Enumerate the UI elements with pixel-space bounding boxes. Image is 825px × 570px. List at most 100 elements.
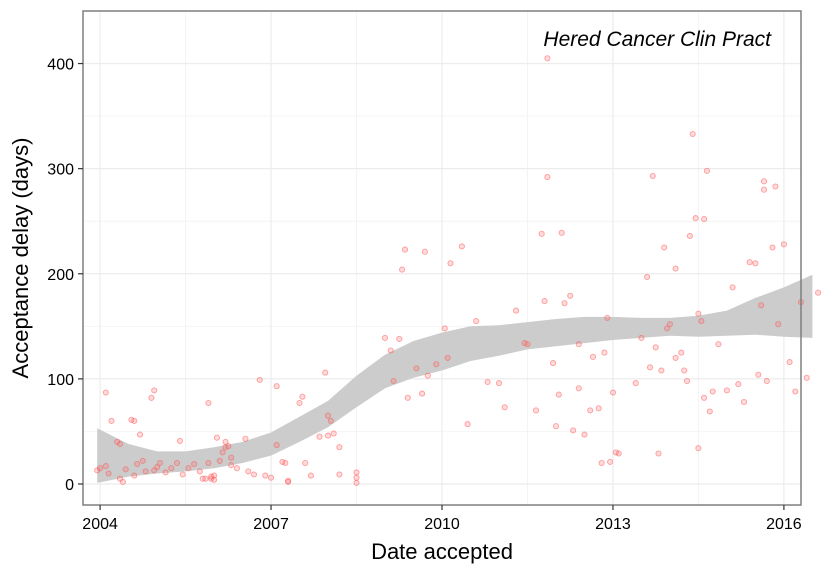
- data-point: [752, 260, 759, 267]
- data-point: [803, 374, 810, 381]
- data-point: [701, 216, 708, 223]
- data-point: [353, 479, 360, 486]
- data-point: [419, 390, 426, 397]
- data-point: [136, 431, 144, 438]
- data-point: [735, 381, 742, 388]
- data-point: [706, 408, 713, 415]
- x-tick-label: 2010: [424, 516, 460, 533]
- data-point: [205, 399, 212, 407]
- data-point: [211, 472, 218, 479]
- data-point: [678, 349, 685, 356]
- data-point: [102, 463, 109, 470]
- data-point: [390, 377, 397, 385]
- data-point: [134, 460, 141, 468]
- data-point: [609, 389, 617, 396]
- data-point: [780, 241, 787, 248]
- data-point: [758, 302, 765, 309]
- data-point: [316, 433, 323, 440]
- data-point: [105, 470, 112, 477]
- data-point: [327, 417, 334, 424]
- data-point: [381, 334, 389, 341]
- data-point: [413, 365, 420, 372]
- data-point: [513, 307, 520, 314]
- data-point: [763, 377, 770, 385]
- data-point: [142, 468, 149, 475]
- data-point: [760, 178, 768, 185]
- x-tick-label: 2007: [253, 516, 289, 533]
- grid-lines: [83, 11, 801, 505]
- y-tick-label: 0: [65, 477, 74, 494]
- data-point: [646, 364, 654, 371]
- data-point: [205, 459, 212, 467]
- data-point: [296, 399, 303, 407]
- data-point: [740, 398, 748, 406]
- data-point: [154, 464, 161, 471]
- x-tick-label: 2016: [766, 516, 802, 533]
- data-point: [151, 387, 158, 394]
- data-point: [649, 172, 656, 180]
- data-point: [282, 459, 289, 467]
- data-point: [655, 450, 662, 457]
- y-tick-label: 300: [47, 162, 74, 179]
- data-point: [683, 377, 691, 385]
- data-point: [666, 321, 673, 328]
- data-point: [131, 417, 138, 424]
- data-point: [447, 260, 454, 267]
- data-point: [396, 335, 403, 342]
- data-point: [191, 460, 198, 468]
- data-point: [561, 300, 568, 307]
- data-point: [330, 430, 337, 437]
- data-point: [387, 347, 394, 354]
- data-point: [119, 478, 126, 485]
- data-point: [524, 341, 531, 348]
- data-point: [570, 427, 577, 434]
- data-point: [242, 435, 249, 442]
- data-point: [173, 459, 181, 467]
- data-point: [336, 471, 343, 478]
- data-point: [302, 459, 309, 467]
- data-point: [607, 458, 614, 465]
- data-point: [399, 266, 406, 273]
- data-point: [632, 380, 639, 387]
- data-point: [179, 471, 186, 478]
- data-point: [441, 325, 448, 332]
- data-point: [444, 354, 451, 361]
- data-point: [575, 341, 582, 348]
- data-point: [815, 289, 822, 296]
- data-point: [638, 334, 645, 341]
- data-point: [595, 405, 602, 412]
- data-point: [202, 475, 209, 482]
- data-point: [692, 215, 699, 222]
- data-point: [689, 130, 696, 138]
- data-point: [661, 244, 668, 251]
- data-point: [233, 465, 240, 472]
- data-point: [424, 372, 431, 379]
- data-point: [353, 469, 360, 476]
- data-point: [245, 468, 252, 475]
- data-point: [401, 246, 409, 253]
- journal-annotation: Hered Cancer Clin Pract: [543, 28, 772, 51]
- data-point: [148, 394, 155, 401]
- data-point: [421, 248, 428, 255]
- y-axis-title: Acceptance delay (days): [8, 138, 33, 379]
- data-point: [658, 367, 665, 374]
- data-point: [458, 243, 465, 250]
- data-point: [473, 318, 480, 325]
- data-point: [501, 404, 508, 411]
- data-point: [162, 469, 169, 476]
- data-point: [532, 407, 540, 414]
- data-point: [615, 450, 622, 457]
- data-point: [324, 432, 332, 439]
- data-point: [322, 369, 329, 376]
- data-point: [336, 444, 343, 451]
- data-point: [216, 457, 223, 464]
- y-tick-label: 200: [47, 267, 74, 284]
- data-point: [108, 417, 115, 424]
- data-points: [94, 55, 822, 486]
- data-point: [760, 186, 768, 193]
- data-point: [644, 273, 651, 280]
- data-point: [324, 412, 332, 419]
- data-point: [604, 314, 611, 321]
- data-point: [285, 478, 292, 485]
- data-point: [698, 318, 705, 325]
